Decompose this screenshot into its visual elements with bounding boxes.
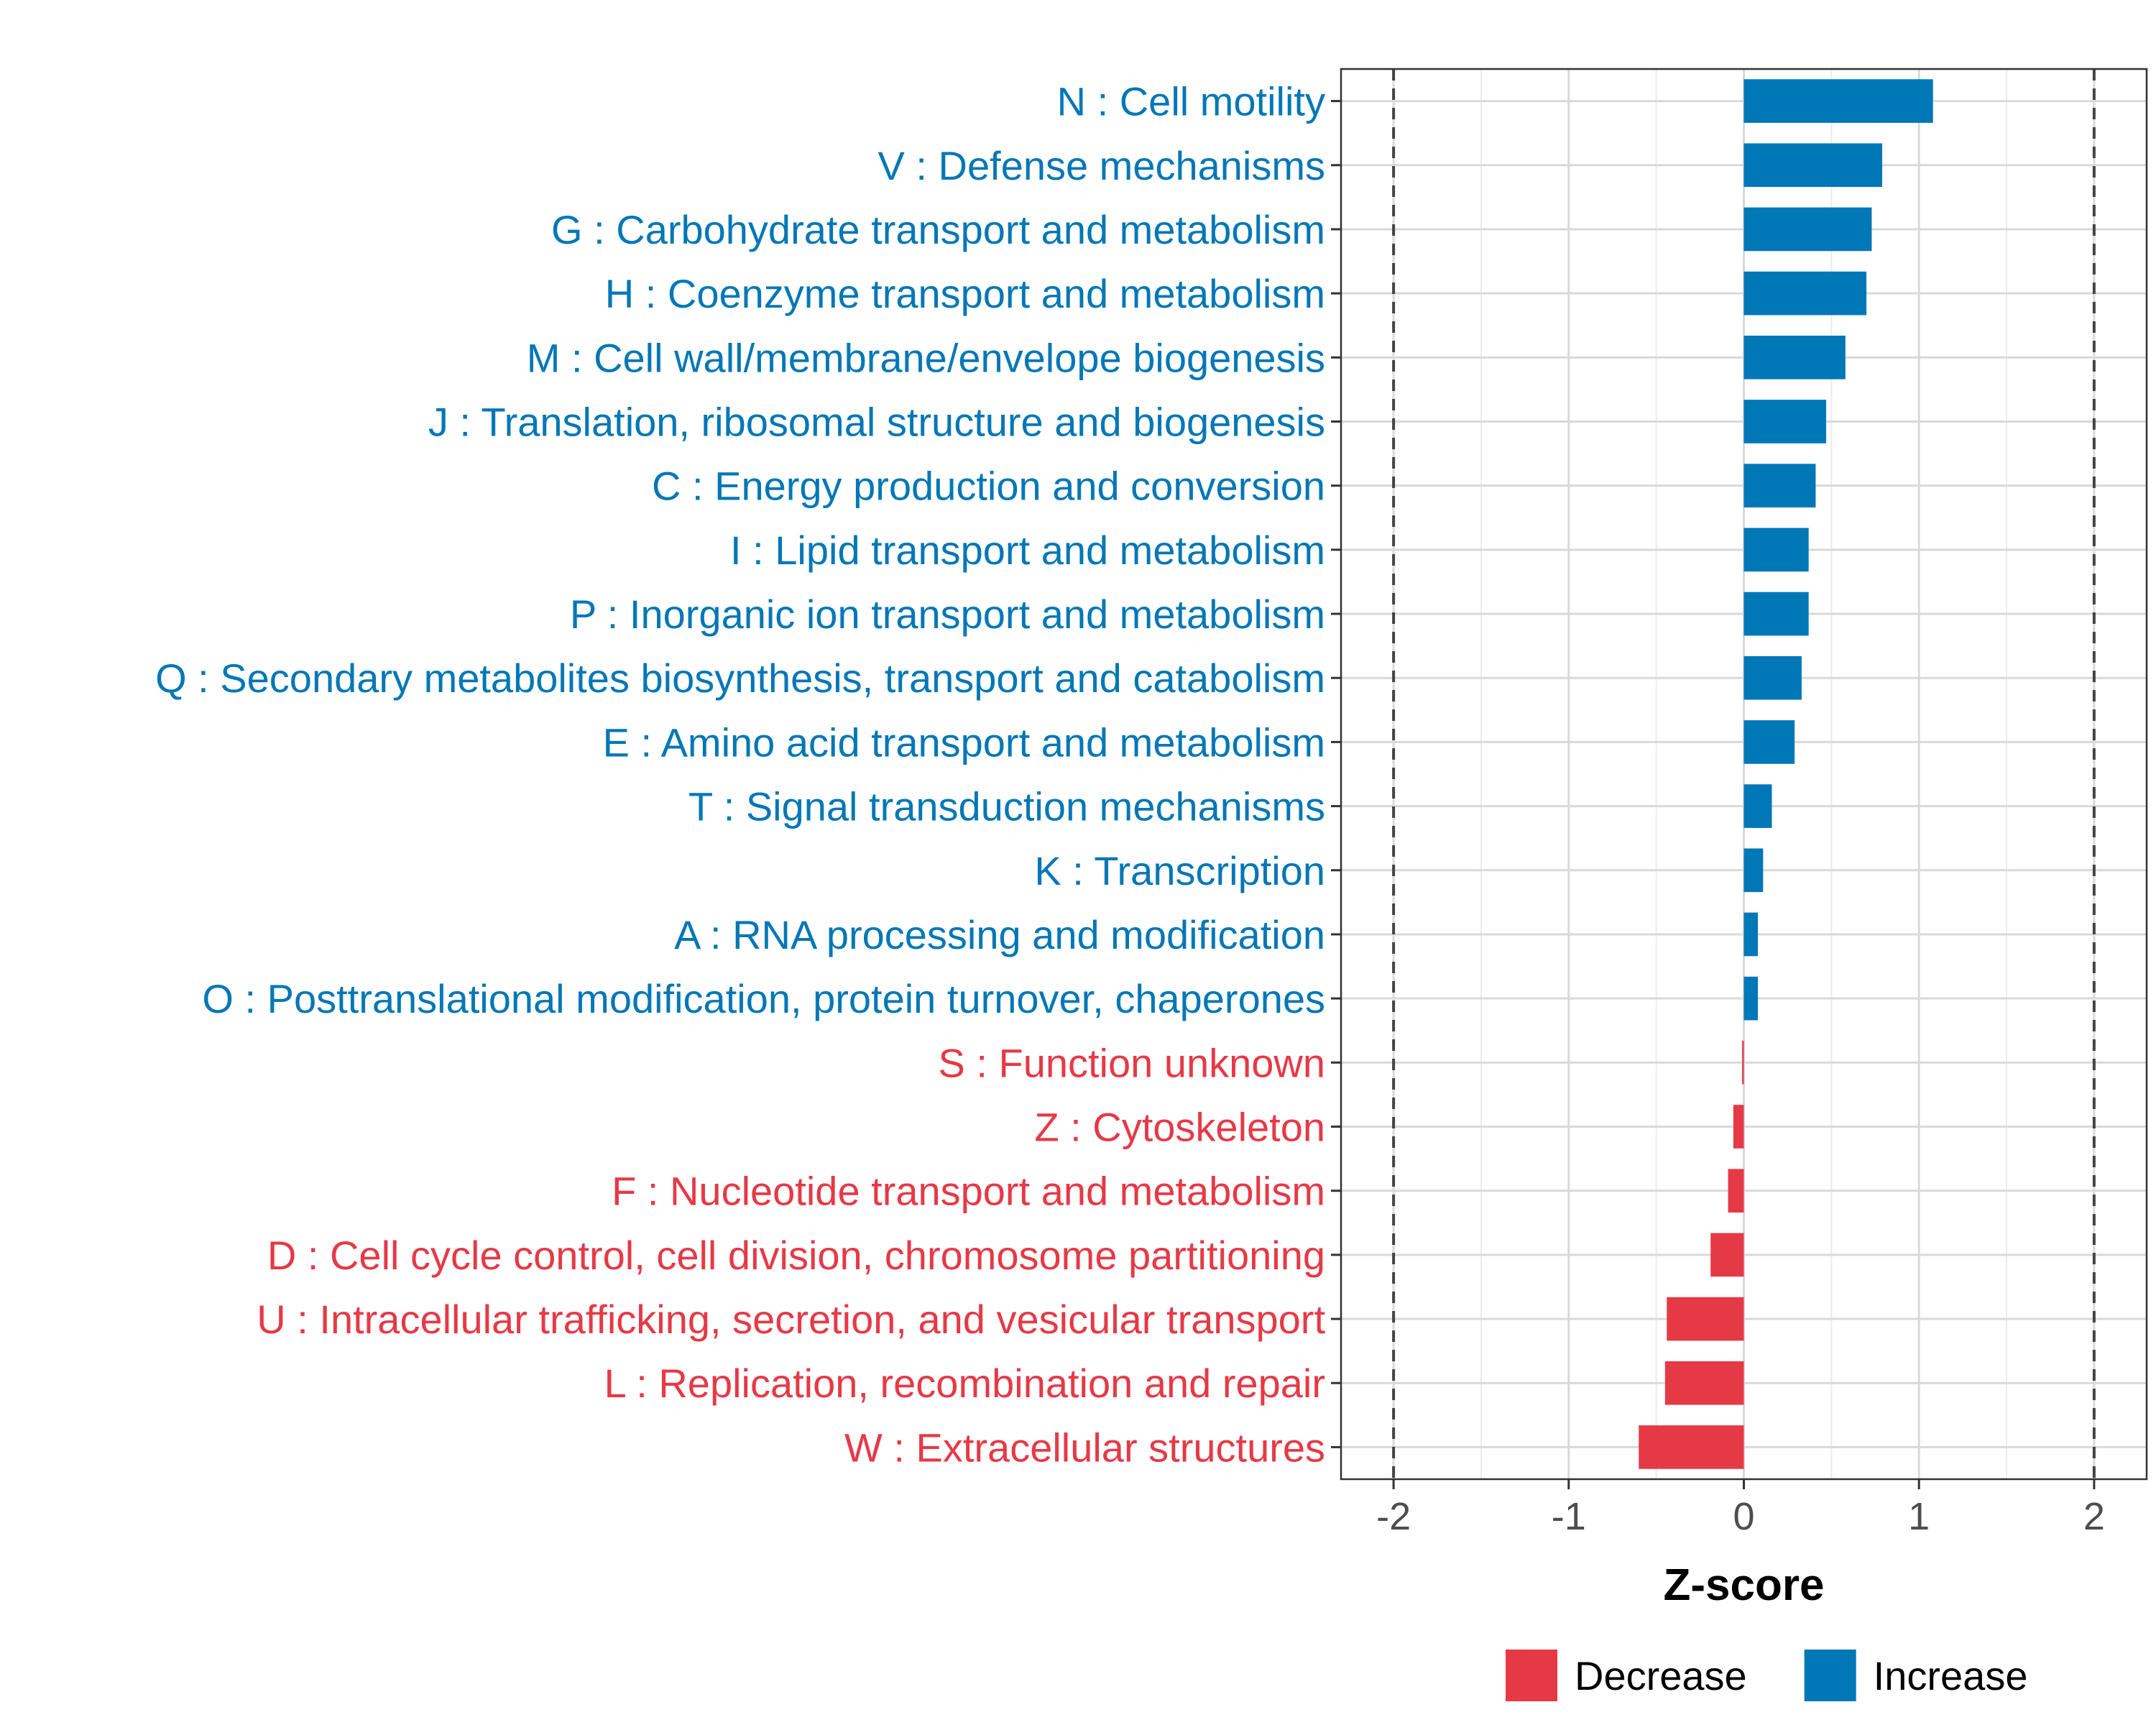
bar xyxy=(1743,528,1809,572)
legend-key xyxy=(1506,1650,1557,1701)
legend-key xyxy=(1804,1650,1856,1701)
category-label: K : Transcription xyxy=(1034,848,1325,893)
category-label: T : Signal transduction mechanisms xyxy=(688,784,1325,829)
category-label: S : Function unknown xyxy=(938,1040,1325,1085)
bar xyxy=(1743,784,1772,828)
bar xyxy=(1639,1425,1744,1469)
x-tick-label: 0 xyxy=(1733,1495,1754,1538)
bar xyxy=(1742,1040,1744,1085)
bar xyxy=(1743,976,1758,1021)
y-axis-labels: N : Cell motility V : Defense mechanisms G… xyxy=(155,79,1325,1471)
bar xyxy=(1743,720,1795,764)
bar xyxy=(1743,464,1816,508)
bar xyxy=(1743,143,1883,188)
bars xyxy=(1639,79,1933,1469)
bar xyxy=(1733,1105,1744,1149)
legend: Decrease Increase xyxy=(1506,1650,2027,1701)
category-label: J : Translation, ribosomal structure and… xyxy=(428,400,1325,445)
bar xyxy=(1743,400,1827,443)
x-tick-label: 1 xyxy=(1908,1495,1930,1538)
bar xyxy=(1743,656,1802,700)
bar xyxy=(1728,1169,1744,1213)
x-axis-ticks xyxy=(1392,1479,2096,1489)
category-label: U : Intracellular trafficking, secretion… xyxy=(257,1297,1325,1342)
category-label: V : Defense mechanisms xyxy=(878,143,1325,188)
x-tick-label: 2 xyxy=(2083,1495,2105,1538)
bar xyxy=(1743,848,1764,893)
category-label: F : Nucleotide transport and metabolism xyxy=(612,1169,1325,1214)
category-label: M : Cell wall/membrane/envelope biogenes… xyxy=(527,335,1325,380)
category-label: Z : Cytoskeleton xyxy=(1034,1105,1325,1150)
bar xyxy=(1664,1361,1744,1405)
category-label: W : Extracellular structures xyxy=(844,1425,1325,1470)
bar xyxy=(1743,207,1872,252)
reference-lines xyxy=(1392,69,2096,1479)
category-label: C : Energy production and conversion xyxy=(652,464,1325,509)
category-label: E : Amino acid transport and metabolism xyxy=(603,719,1325,765)
bar xyxy=(1710,1233,1744,1277)
category-label: N : Cell motility xyxy=(1057,79,1325,124)
legend-label: Decrease xyxy=(1575,1653,1747,1698)
bar xyxy=(1743,335,1846,380)
category-label: D : Cell cycle control, cell division, c… xyxy=(267,1233,1325,1278)
category-label: G : Carbohydrate transport and metabolis… xyxy=(551,207,1325,252)
category-label: I : Lipid transport and metabolism xyxy=(730,528,1325,573)
x-tick-label: -1 xyxy=(1552,1495,1586,1538)
y-axis-ticks xyxy=(1331,100,1341,1448)
bar xyxy=(1743,79,1933,123)
bar xyxy=(1743,592,1809,636)
bar xyxy=(1743,912,1758,957)
x-tick-label: -2 xyxy=(1376,1495,1411,1538)
category-label: O : Posttranslational modification, prot… xyxy=(202,976,1325,1021)
x-axis-title: Z-score xyxy=(1664,1560,1825,1610)
category-label: L : Replication, recombination and repai… xyxy=(604,1361,1325,1406)
bar xyxy=(1743,271,1867,316)
legend-label: Increase xyxy=(1874,1653,2028,1698)
category-label: H : Coenzyme transport and metabolism xyxy=(605,271,1325,316)
category-label: A : RNA processing and modification xyxy=(674,912,1325,957)
x-axis-tick-labels: -2 -1 0 1 2 xyxy=(1376,1495,2105,1538)
category-label: P : Inorganic ion transport and metaboli… xyxy=(570,592,1325,637)
bar xyxy=(1667,1297,1744,1341)
category-label: Q : Secondary metabolites biosynthesis, … xyxy=(155,656,1325,701)
